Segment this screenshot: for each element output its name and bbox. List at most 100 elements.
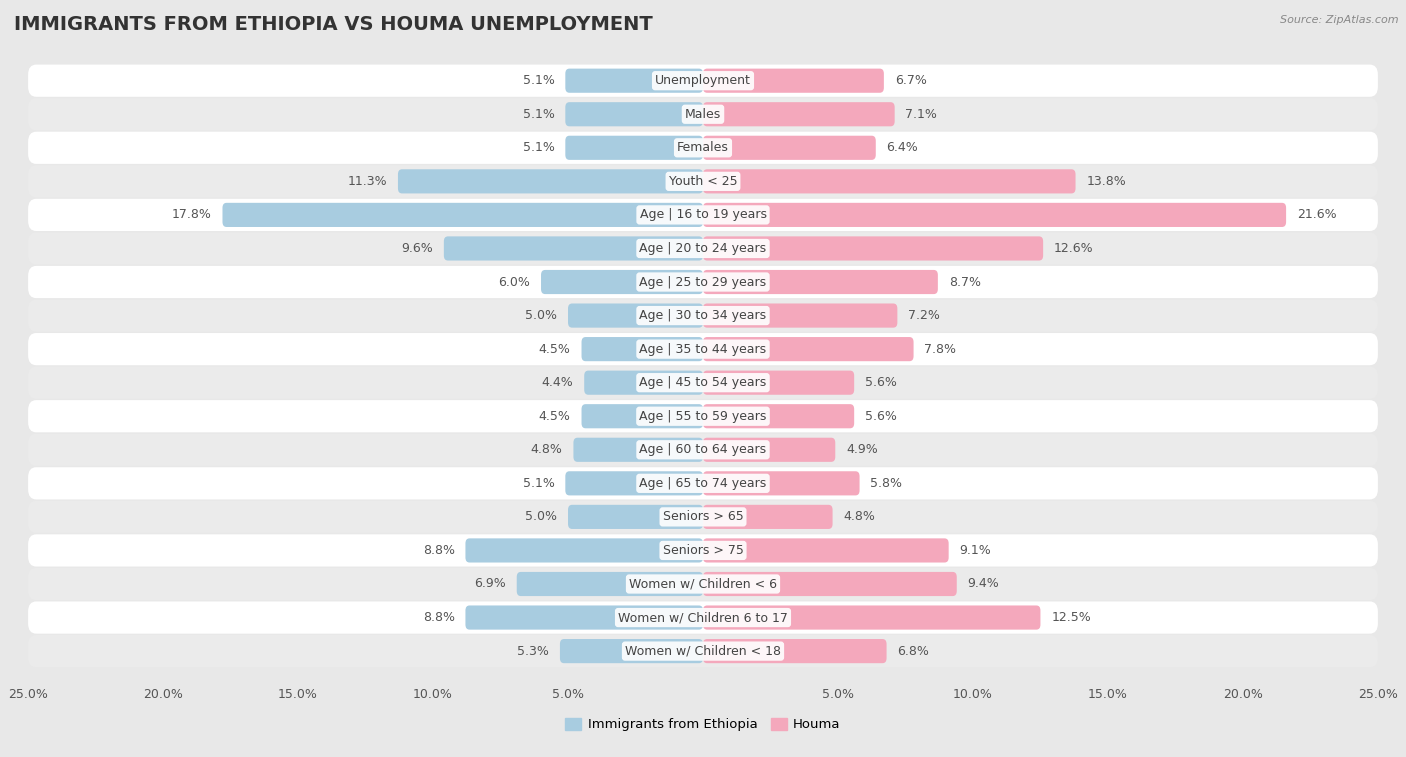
FancyBboxPatch shape [582, 337, 703, 361]
Text: IMMIGRANTS FROM ETHIOPIA VS HOUMA UNEMPLOYMENT: IMMIGRANTS FROM ETHIOPIA VS HOUMA UNEMPL… [14, 15, 652, 34]
Text: 4.5%: 4.5% [538, 343, 571, 356]
Text: Seniors > 75: Seniors > 75 [662, 544, 744, 557]
Text: Women w/ Children < 18: Women w/ Children < 18 [626, 645, 780, 658]
FancyBboxPatch shape [703, 203, 1286, 227]
Text: 5.0%: 5.0% [526, 309, 557, 322]
Text: 8.8%: 8.8% [423, 544, 454, 557]
Text: 5.1%: 5.1% [523, 74, 554, 87]
FancyBboxPatch shape [703, 304, 897, 328]
FancyBboxPatch shape [28, 165, 1378, 198]
Text: 8.7%: 8.7% [949, 276, 980, 288]
FancyBboxPatch shape [222, 203, 703, 227]
Text: 6.0%: 6.0% [498, 276, 530, 288]
Text: 6.4%: 6.4% [887, 142, 918, 154]
FancyBboxPatch shape [28, 98, 1378, 130]
FancyBboxPatch shape [28, 434, 1378, 466]
FancyBboxPatch shape [703, 170, 1076, 194]
FancyBboxPatch shape [28, 132, 1378, 164]
Text: 9.4%: 9.4% [967, 578, 1000, 590]
FancyBboxPatch shape [465, 538, 703, 562]
Text: Age | 25 to 29 years: Age | 25 to 29 years [640, 276, 766, 288]
FancyBboxPatch shape [703, 606, 1040, 630]
FancyBboxPatch shape [703, 538, 949, 562]
Text: 4.9%: 4.9% [846, 444, 877, 456]
FancyBboxPatch shape [703, 102, 894, 126]
Text: Age | 30 to 34 years: Age | 30 to 34 years [640, 309, 766, 322]
FancyBboxPatch shape [703, 438, 835, 462]
FancyBboxPatch shape [703, 505, 832, 529]
FancyBboxPatch shape [568, 505, 703, 529]
FancyBboxPatch shape [28, 501, 1378, 533]
FancyBboxPatch shape [565, 102, 703, 126]
FancyBboxPatch shape [582, 404, 703, 428]
Text: 9.6%: 9.6% [401, 242, 433, 255]
Text: Youth < 25: Youth < 25 [669, 175, 737, 188]
Text: Males: Males [685, 107, 721, 121]
Text: 6.8%: 6.8% [897, 645, 929, 658]
Text: Age | 55 to 59 years: Age | 55 to 59 years [640, 410, 766, 422]
Text: 5.6%: 5.6% [865, 376, 897, 389]
FancyBboxPatch shape [703, 572, 956, 596]
FancyBboxPatch shape [703, 472, 859, 495]
Text: Source: ZipAtlas.com: Source: ZipAtlas.com [1281, 15, 1399, 25]
Text: Age | 35 to 44 years: Age | 35 to 44 years [640, 343, 766, 356]
Text: Females: Females [678, 142, 728, 154]
FancyBboxPatch shape [28, 300, 1378, 332]
Text: 7.8%: 7.8% [924, 343, 956, 356]
Text: Age | 20 to 24 years: Age | 20 to 24 years [640, 242, 766, 255]
FancyBboxPatch shape [703, 69, 884, 93]
Text: Age | 16 to 19 years: Age | 16 to 19 years [640, 208, 766, 221]
FancyBboxPatch shape [28, 400, 1378, 432]
FancyBboxPatch shape [565, 69, 703, 93]
Text: Women w/ Children 6 to 17: Women w/ Children 6 to 17 [619, 611, 787, 624]
FancyBboxPatch shape [444, 236, 703, 260]
FancyBboxPatch shape [28, 635, 1378, 667]
FancyBboxPatch shape [703, 270, 938, 294]
FancyBboxPatch shape [28, 534, 1378, 566]
FancyBboxPatch shape [703, 371, 855, 394]
FancyBboxPatch shape [28, 64, 1378, 97]
Text: 4.4%: 4.4% [541, 376, 574, 389]
FancyBboxPatch shape [28, 333, 1378, 365]
Text: 5.1%: 5.1% [523, 142, 554, 154]
Text: 5.6%: 5.6% [865, 410, 897, 422]
FancyBboxPatch shape [703, 236, 1043, 260]
Text: 4.5%: 4.5% [538, 410, 571, 422]
Text: Women w/ Children < 6: Women w/ Children < 6 [628, 578, 778, 590]
Text: 12.6%: 12.6% [1054, 242, 1094, 255]
Text: 12.5%: 12.5% [1052, 611, 1091, 624]
FancyBboxPatch shape [28, 568, 1378, 600]
FancyBboxPatch shape [703, 404, 855, 428]
FancyBboxPatch shape [703, 337, 914, 361]
FancyBboxPatch shape [703, 136, 876, 160]
Text: 7.1%: 7.1% [905, 107, 938, 121]
Text: 7.2%: 7.2% [908, 309, 941, 322]
Text: 21.6%: 21.6% [1296, 208, 1337, 221]
Text: 6.9%: 6.9% [474, 578, 506, 590]
Text: 11.3%: 11.3% [347, 175, 387, 188]
FancyBboxPatch shape [28, 232, 1378, 264]
Text: 5.1%: 5.1% [523, 477, 554, 490]
FancyBboxPatch shape [585, 371, 703, 394]
FancyBboxPatch shape [28, 199, 1378, 231]
FancyBboxPatch shape [28, 602, 1378, 634]
Text: Age | 45 to 54 years: Age | 45 to 54 years [640, 376, 766, 389]
FancyBboxPatch shape [574, 438, 703, 462]
Text: 9.1%: 9.1% [959, 544, 991, 557]
Text: 5.1%: 5.1% [523, 107, 554, 121]
Text: 17.8%: 17.8% [172, 208, 212, 221]
Text: Seniors > 65: Seniors > 65 [662, 510, 744, 523]
FancyBboxPatch shape [28, 366, 1378, 399]
FancyBboxPatch shape [560, 639, 703, 663]
Text: 6.7%: 6.7% [894, 74, 927, 87]
FancyBboxPatch shape [28, 266, 1378, 298]
Text: 8.8%: 8.8% [423, 611, 454, 624]
Text: 5.3%: 5.3% [517, 645, 550, 658]
Text: Unemployment: Unemployment [655, 74, 751, 87]
FancyBboxPatch shape [398, 170, 703, 194]
FancyBboxPatch shape [517, 572, 703, 596]
Text: 13.8%: 13.8% [1087, 175, 1126, 188]
Text: Age | 65 to 74 years: Age | 65 to 74 years [640, 477, 766, 490]
FancyBboxPatch shape [28, 467, 1378, 500]
Text: 4.8%: 4.8% [844, 510, 876, 523]
